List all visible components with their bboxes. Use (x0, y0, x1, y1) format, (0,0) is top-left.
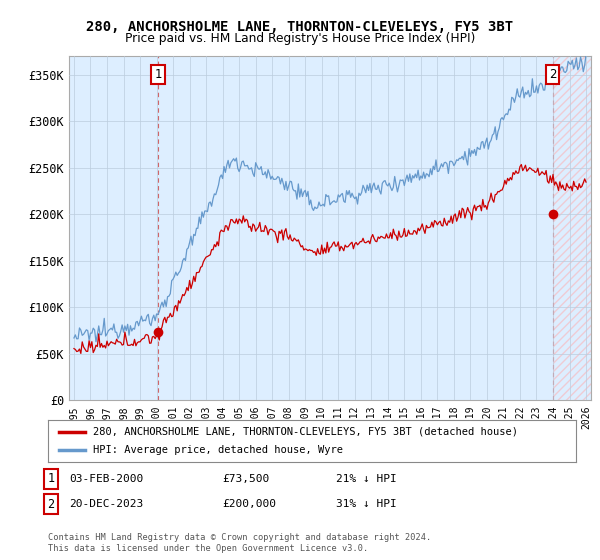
Bar (553, 56, 591, 400)
Text: 2: 2 (47, 497, 55, 511)
Text: £73,500: £73,500 (222, 474, 269, 484)
Text: Price paid vs. HM Land Registry's House Price Index (HPI): Price paid vs. HM Land Registry's House … (125, 32, 475, 45)
Text: 2: 2 (549, 68, 556, 81)
Text: 31% ↓ HPI: 31% ↓ HPI (336, 499, 397, 509)
Text: 20-DEC-2023: 20-DEC-2023 (69, 499, 143, 509)
Text: 1: 1 (154, 68, 162, 81)
Text: 21% ↓ HPI: 21% ↓ HPI (336, 474, 397, 484)
Text: 280, ANCHORSHOLME LANE, THORNTON-CLEVELEYS, FY5 3BT (detached house): 280, ANCHORSHOLME LANE, THORNTON-CLEVELE… (93, 427, 518, 437)
Text: Contains HM Land Registry data © Crown copyright and database right 2024.
This d: Contains HM Land Registry data © Crown c… (48, 533, 431, 553)
Text: £200,000: £200,000 (222, 499, 276, 509)
Text: 1: 1 (47, 472, 55, 486)
Text: 03-FEB-2000: 03-FEB-2000 (69, 474, 143, 484)
Text: HPI: Average price, detached house, Wyre: HPI: Average price, detached house, Wyre (93, 445, 343, 455)
Text: 280, ANCHORSHOLME LANE, THORNTON-CLEVELEYS, FY5 3BT: 280, ANCHORSHOLME LANE, THORNTON-CLEVELE… (86, 20, 514, 34)
